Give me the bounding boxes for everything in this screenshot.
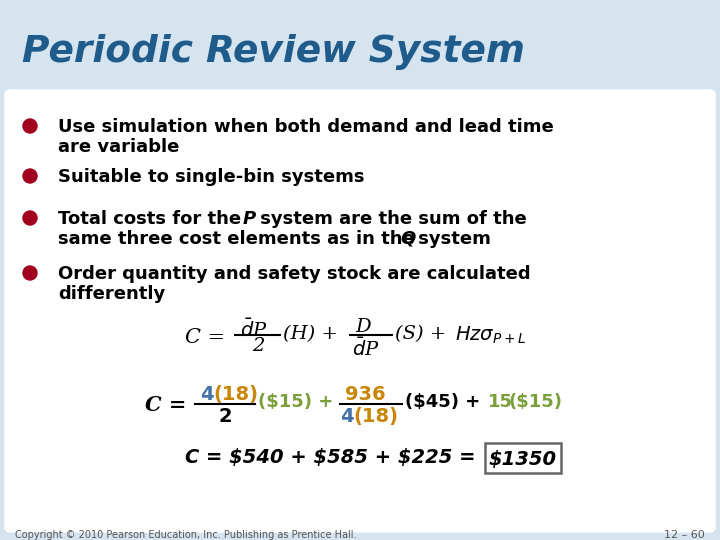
Text: $\bar{d}$P: $\bar{d}$P: [352, 337, 379, 360]
Text: ($45) +: ($45) +: [405, 393, 480, 411]
Text: Use simulation when both demand and lead time: Use simulation when both demand and lead…: [58, 118, 554, 136]
Text: Total costs for the: Total costs for the: [58, 210, 248, 228]
Text: $Hz\sigma_{P+L}$: $Hz\sigma_{P+L}$: [455, 325, 526, 346]
Text: (18): (18): [353, 407, 398, 426]
Circle shape: [23, 169, 37, 183]
Text: C =: C =: [145, 395, 186, 415]
Text: 936: 936: [345, 385, 386, 404]
Text: ($15): ($15): [508, 393, 562, 411]
Text: 2: 2: [218, 407, 232, 426]
Text: ($15) +: ($15) +: [258, 393, 333, 411]
Circle shape: [23, 211, 37, 225]
Text: C =: C =: [185, 328, 225, 347]
Text: system are the sum of the: system are the sum of the: [254, 210, 527, 228]
Text: 2: 2: [252, 337, 264, 355]
FancyBboxPatch shape: [5, 90, 715, 532]
Text: differently: differently: [58, 285, 166, 303]
Text: are variable: are variable: [58, 138, 179, 156]
Text: P: P: [243, 210, 256, 228]
Text: (H) +: (H) +: [283, 325, 338, 343]
Text: (18): (18): [213, 385, 258, 404]
Circle shape: [23, 266, 37, 280]
Text: C = $540 + $585 + $225 =: C = $540 + $585 + $225 =: [185, 448, 475, 467]
Text: 12 – 60: 12 – 60: [665, 530, 705, 540]
Text: Copyright © 2010 Pearson Education, Inc. Publishing as Prentice Hall.: Copyright © 2010 Pearson Education, Inc.…: [15, 530, 356, 540]
Text: Suitable to single-bin systems: Suitable to single-bin systems: [58, 168, 364, 186]
Text: Order quantity and safety stock are calculated: Order quantity and safety stock are calc…: [58, 265, 531, 283]
Text: Periodic Review System: Periodic Review System: [22, 34, 525, 70]
Text: (S) +: (S) +: [395, 325, 446, 343]
Text: D: D: [355, 318, 371, 336]
Circle shape: [23, 119, 37, 133]
Text: $1350: $1350: [489, 449, 557, 469]
FancyBboxPatch shape: [485, 443, 561, 473]
Text: Q: Q: [400, 230, 415, 248]
Text: 4: 4: [340, 407, 354, 426]
Text: 15: 15: [488, 393, 513, 411]
Text: 4: 4: [200, 385, 214, 404]
Text: $\bar{d}$P: $\bar{d}$P: [240, 318, 268, 341]
Text: same three cost elements as in the: same three cost elements as in the: [58, 230, 421, 248]
Text: system: system: [412, 230, 491, 248]
